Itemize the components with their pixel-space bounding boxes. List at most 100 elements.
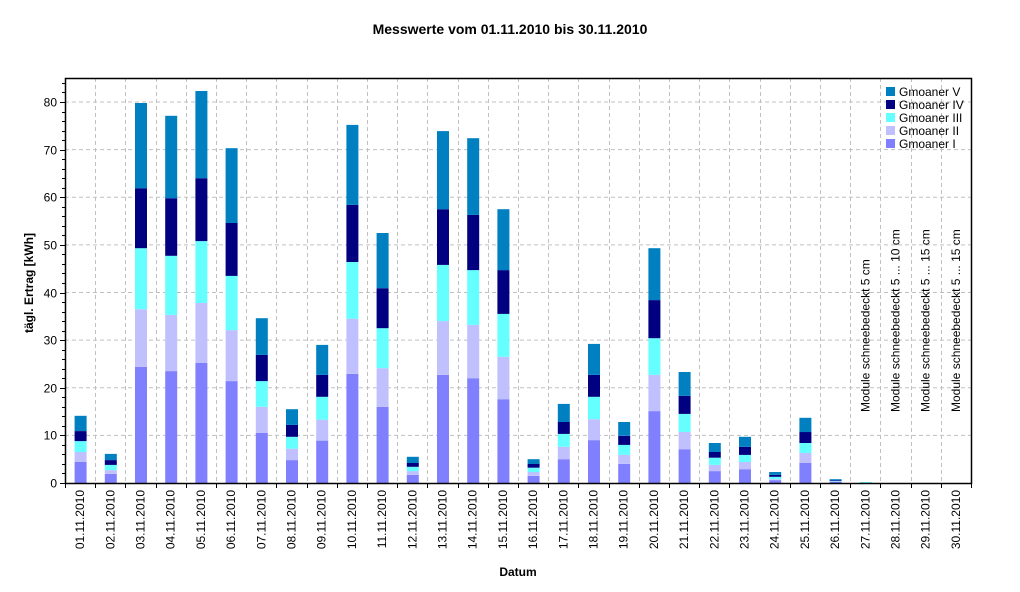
- x-tick-label: 05.11.2010: [194, 490, 208, 549]
- bar-segment: [588, 440, 600, 483]
- bar-segment: [648, 411, 661, 483]
- bar-segment: [135, 248, 147, 310]
- bar-segment: [165, 314, 178, 372]
- bar-segment: [618, 454, 631, 464]
- bar-segment: [376, 328, 389, 369]
- bar-segment: [316, 374, 329, 397]
- bar-segment: [135, 188, 147, 249]
- bar-segment: [859, 482, 872, 483]
- bar-segment: [557, 459, 570, 483]
- bar-segment: [135, 309, 147, 367]
- x-tick-label: 29.11.2010: [919, 490, 933, 549]
- x-tick-label: 01.11.2010: [73, 490, 87, 549]
- bar-segment: [437, 209, 449, 265]
- bar-segment: [286, 448, 298, 461]
- bar-segment: [437, 264, 449, 322]
- bar-segment: [739, 436, 751, 447]
- bar-segment: [165, 198, 178, 256]
- bar-segment: [437, 374, 449, 483]
- x-tick-label: 08.11.2010: [285, 490, 299, 549]
- bar-segment: [346, 262, 359, 319]
- x-tick-label: 24.11.2010: [768, 490, 782, 549]
- bar-segment: [588, 419, 600, 441]
- bar-segment: [799, 417, 812, 433]
- bar-segment: [255, 381, 268, 407]
- bar-segment: [557, 422, 570, 434]
- x-tick-label: 27.11.2010: [858, 490, 872, 549]
- legend-label: Gmoaner I: [899, 137, 956, 151]
- bar-segment: [74, 452, 87, 462]
- bar-segment: [286, 424, 298, 437]
- bar-segment: [829, 479, 842, 481]
- bar-segment: [376, 368, 389, 407]
- y-tick-label: 80: [44, 96, 58, 110]
- bar-segment: [406, 466, 419, 472]
- annotation-text: Module schneebedeckt 5 ... 15 cm: [919, 229, 933, 412]
- bar-segment: [74, 441, 87, 453]
- x-tick-label: 04.11.2010: [164, 490, 178, 549]
- bar-segment: [286, 460, 298, 483]
- legend-swatch: [886, 126, 895, 135]
- x-tick-label: 18.11.2010: [587, 490, 601, 549]
- bar-segment: [527, 459, 540, 464]
- bar-segment: [195, 363, 208, 483]
- legend-label: Gmoaner III: [899, 111, 962, 125]
- bar-segment: [437, 131, 449, 210]
- bar-segment: [497, 270, 510, 314]
- bar-segment: [739, 469, 751, 483]
- bar-segment: [225, 148, 238, 223]
- bar-segment: [769, 479, 782, 481]
- bar-segment: [406, 471, 419, 475]
- x-tick-label: 25.11.2010: [798, 490, 812, 549]
- bar-segment: [557, 446, 570, 460]
- x-tick-label: 15.11.2010: [496, 490, 510, 549]
- bar-segment: [74, 415, 87, 431]
- bar-segment: [225, 330, 238, 382]
- bars: [74, 91, 872, 484]
- bar-segment: [104, 460, 117, 465]
- bar-segment: [286, 436, 298, 449]
- legend-swatch: [886, 139, 895, 148]
- bar-segment: [678, 413, 691, 432]
- bar-segment: [588, 343, 600, 375]
- bar-segment: [104, 470, 117, 474]
- bar-segment: [135, 103, 147, 189]
- bar-segment: [799, 443, 812, 453]
- legend-swatch: [886, 87, 895, 96]
- bar-segment: [678, 372, 691, 396]
- bar-segment: [799, 463, 812, 483]
- bar-segment: [829, 481, 842, 483]
- bar-segment: [467, 378, 480, 483]
- bar-segment: [316, 419, 329, 441]
- chart-title: Messwerte vom 01.11.2010 bis 30.11.2010: [372, 21, 648, 37]
- bar-segment: [708, 452, 721, 458]
- bar-segment: [225, 381, 238, 483]
- bar-segment: [74, 431, 87, 442]
- bar-segment: [467, 270, 480, 325]
- y-tick-label: 40: [44, 287, 58, 301]
- bar-segment: [255, 318, 268, 355]
- bar-segment: [135, 366, 147, 483]
- bar-segment: [497, 209, 510, 271]
- y-tick-label: 10: [44, 429, 58, 443]
- y-tick-label: 20: [44, 382, 58, 396]
- bar-segment: [497, 313, 510, 357]
- bar-segment: [346, 204, 359, 262]
- annotation-text: Module schneebedeckt 5 ... 10 cm: [889, 229, 903, 412]
- x-tick-label: 28.11.2010: [889, 490, 903, 549]
- bar-segment: [165, 115, 178, 199]
- legend-swatch: [886, 100, 895, 109]
- bar-segment: [829, 479, 842, 480]
- x-tick-label: 12.11.2010: [405, 490, 419, 549]
- bar-segment: [708, 443, 721, 452]
- bar-segment: [769, 476, 782, 480]
- x-tick-label: 14.11.2010: [466, 490, 480, 549]
- legend-label: Gmoaner V: [899, 85, 960, 99]
- bar-segment: [618, 444, 631, 455]
- bar-segment: [588, 396, 600, 420]
- bar-segment: [527, 475, 540, 483]
- bar-segment: [739, 446, 751, 455]
- bar-segment: [618, 422, 631, 436]
